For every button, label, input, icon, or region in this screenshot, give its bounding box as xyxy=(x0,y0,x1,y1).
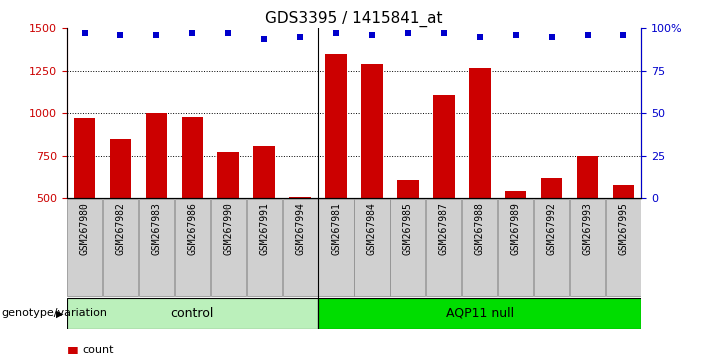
Point xyxy=(259,36,270,41)
Title: GDS3395 / 1415841_at: GDS3395 / 1415841_at xyxy=(265,11,443,27)
Bar xyxy=(505,192,526,198)
Bar xyxy=(613,185,634,198)
FancyBboxPatch shape xyxy=(355,199,390,296)
Bar xyxy=(254,145,275,198)
Text: genotype/variation: genotype/variation xyxy=(1,308,107,318)
FancyBboxPatch shape xyxy=(498,199,533,296)
FancyBboxPatch shape xyxy=(67,199,102,296)
Text: GSM267985: GSM267985 xyxy=(403,202,413,255)
FancyBboxPatch shape xyxy=(318,199,353,296)
Point xyxy=(115,32,126,38)
Point xyxy=(186,30,198,36)
Point xyxy=(367,32,378,38)
Text: ■: ■ xyxy=(67,344,79,354)
Point xyxy=(223,30,234,36)
Point xyxy=(438,30,449,36)
Bar xyxy=(397,181,418,198)
FancyBboxPatch shape xyxy=(462,199,497,296)
FancyBboxPatch shape xyxy=(103,199,138,296)
Text: control: control xyxy=(170,307,214,320)
FancyBboxPatch shape xyxy=(570,199,605,296)
Point xyxy=(546,34,557,40)
Bar xyxy=(577,156,599,198)
Bar xyxy=(217,152,239,198)
Text: GSM267987: GSM267987 xyxy=(439,202,449,255)
Text: GSM267988: GSM267988 xyxy=(475,202,485,255)
Point xyxy=(474,34,485,40)
FancyBboxPatch shape xyxy=(390,199,426,296)
FancyBboxPatch shape xyxy=(534,199,569,296)
Text: GSM267981: GSM267981 xyxy=(331,202,341,255)
FancyBboxPatch shape xyxy=(211,199,246,296)
FancyBboxPatch shape xyxy=(606,199,641,296)
Text: GSM267993: GSM267993 xyxy=(583,202,592,255)
Point xyxy=(79,30,90,36)
Bar xyxy=(433,95,455,198)
Bar xyxy=(541,178,562,198)
Bar xyxy=(74,118,95,198)
Text: AQP11 null: AQP11 null xyxy=(446,307,514,320)
Bar xyxy=(361,64,383,198)
Point xyxy=(618,32,629,38)
Text: GSM267991: GSM267991 xyxy=(259,202,269,255)
Point xyxy=(402,30,414,36)
Text: GSM267992: GSM267992 xyxy=(547,202,557,255)
Text: GSM267995: GSM267995 xyxy=(618,202,629,255)
Point xyxy=(510,32,522,38)
Text: GSM267994: GSM267994 xyxy=(295,202,305,255)
Text: GSM267990: GSM267990 xyxy=(223,202,233,255)
Point xyxy=(330,30,341,36)
FancyBboxPatch shape xyxy=(175,199,210,296)
Bar xyxy=(325,54,347,198)
Point xyxy=(582,32,593,38)
FancyBboxPatch shape xyxy=(247,199,282,296)
Bar xyxy=(109,139,131,198)
Bar xyxy=(182,117,203,198)
Point xyxy=(294,34,306,40)
FancyBboxPatch shape xyxy=(426,199,461,296)
Point xyxy=(151,32,162,38)
Text: GSM267982: GSM267982 xyxy=(116,202,125,255)
FancyBboxPatch shape xyxy=(139,199,174,296)
FancyBboxPatch shape xyxy=(318,298,641,329)
Text: ▶: ▶ xyxy=(55,308,63,318)
Text: GSM267980: GSM267980 xyxy=(79,202,90,255)
Text: GSM267983: GSM267983 xyxy=(151,202,161,255)
Text: GSM267984: GSM267984 xyxy=(367,202,377,255)
Text: GSM267986: GSM267986 xyxy=(187,202,198,255)
Bar xyxy=(146,113,168,198)
FancyBboxPatch shape xyxy=(283,199,318,296)
FancyBboxPatch shape xyxy=(67,298,318,329)
Text: count: count xyxy=(82,346,114,354)
Text: GSM267989: GSM267989 xyxy=(510,202,521,255)
Bar xyxy=(469,68,491,198)
